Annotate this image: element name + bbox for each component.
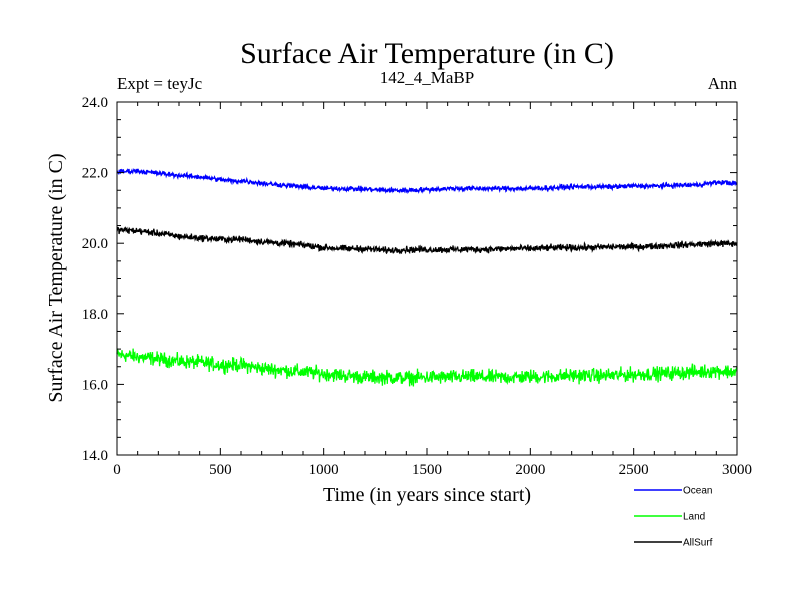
legend-label: AllSurf — [683, 538, 713, 549]
season-label: Ann — [708, 74, 738, 93]
legend-item-ocean: Ocean — [634, 486, 712, 497]
x-axis-label: Time (in years since start) — [323, 484, 531, 506]
plot-frame — [116, 101, 738, 456]
series-line-allsurf — [116, 226, 738, 255]
y-tick-label: 22.0 — [82, 166, 108, 182]
x-tick-label: 3000 — [722, 462, 752, 478]
series-line-ocean — [116, 168, 738, 195]
legend-item-land: Land — [634, 512, 705, 523]
legend-item-allsurf: AllSurf — [634, 538, 713, 549]
y-tick-label: 20.0 — [82, 236, 108, 252]
axis-layer: 0 500 1000 1500 2000 2500 3000 14.0 16.0 18.0 20.0… — [82, 95, 752, 478]
x-tick-label: 500 — [209, 462, 232, 478]
x-tick-label: 1500 — [412, 462, 442, 478]
y-tick-label: 18.0 — [82, 307, 108, 323]
y-axis-label: Surface Air Temperature (in C) — [45, 153, 67, 402]
x-tick-label: 0 — [113, 462, 121, 478]
series-line-land — [116, 348, 738, 387]
y-tick-label: 16.0 — [82, 377, 108, 393]
y-tick-label: 24.0 — [82, 95, 108, 111]
chart-title: Surface Air Temperature (in C) — [240, 37, 614, 70]
y-tick-label: 14.0 — [82, 448, 108, 464]
x-tick-label: 2500 — [619, 462, 649, 478]
legend: Ocean Land AllSurf — [634, 486, 713, 549]
experiment-period: 142_4_MaBP — [380, 68, 474, 87]
x-tick-label: 2000 — [515, 462, 545, 478]
series-layer — [116, 168, 738, 387]
x-tick-label: 1000 — [309, 462, 339, 478]
experiment-label: Expt = teyJc — [117, 74, 203, 93]
legend-label: Land — [683, 512, 705, 523]
legend-label: Ocean — [683, 486, 712, 497]
